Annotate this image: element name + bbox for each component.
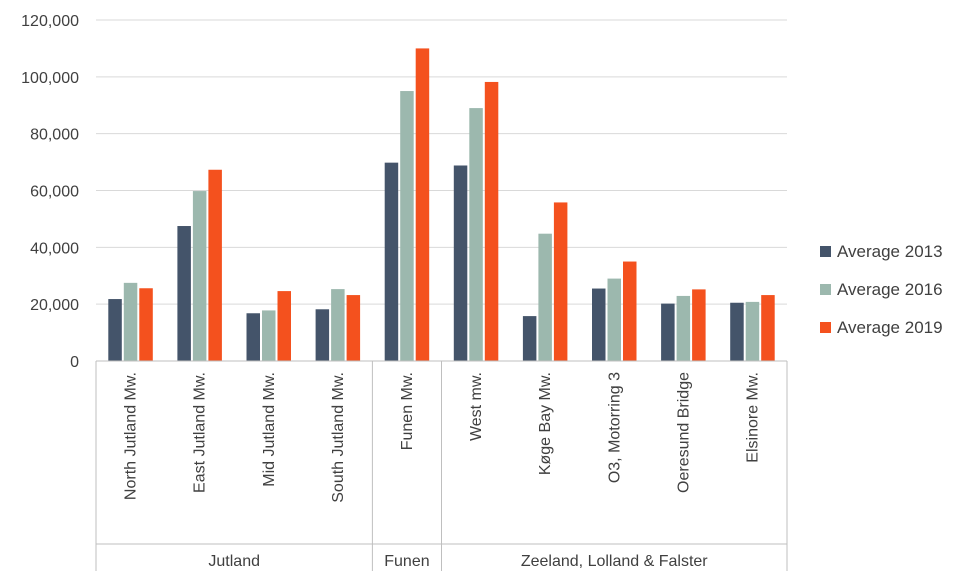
bars	[108, 48, 775, 362]
group-label: Zeeland, Lolland & Falster	[521, 553, 708, 570]
bar-average-2019	[415, 48, 430, 362]
x-tick-label: Elsinore Mw.	[744, 372, 761, 463]
bar-average-2016	[331, 289, 345, 361]
bar-average-2019	[484, 81, 499, 361]
bar-average-2013	[246, 313, 260, 361]
y-tick-label: 20,000	[30, 297, 79, 314]
bar-average-2019	[692, 289, 706, 361]
bar-average-2016	[262, 310, 276, 361]
y-tick-label: 80,000	[30, 127, 79, 144]
x-tick-label: Oeresund Bridge	[675, 372, 692, 493]
legend-label: Average 2019	[837, 318, 943, 337]
x-tick-label: South Jutland Mw.	[330, 372, 347, 503]
x-tick-label: Funen Mw.	[399, 372, 416, 450]
bar-average-2013	[661, 303, 675, 361]
legend: Average 2013 Average 2016 Average 2019	[820, 242, 943, 337]
bar-average-2019	[208, 169, 222, 361]
legend-swatch	[820, 322, 831, 333]
bar-average-2016	[400, 91, 414, 362]
x-axis: North Jutland Mw. East Jutland Mw. Mid Jut…	[95, 360, 788, 571]
bar-average-2013	[177, 226, 191, 361]
bar-average-2019	[553, 202, 568, 361]
x-tick-label: East Jutland Mw.	[192, 372, 209, 493]
bar-average-2016	[123, 282, 138, 361]
bar-average-2019	[139, 288, 153, 361]
y-tick-label: 40,000	[30, 240, 79, 257]
x-tick-label: O3, Motorring 3	[606, 372, 623, 483]
y-axis-ticks: 0 20,000 40,000 60,000 80,000 100,000 120,000	[21, 13, 79, 371]
x-tick-label: Køge Bay Mw.	[537, 372, 554, 475]
y-tick-label: 60,000	[30, 184, 79, 201]
bar-average-2013	[108, 299, 122, 361]
bar-average-2013	[730, 302, 744, 361]
bar-average-2013	[522, 316, 537, 361]
legend-label: Average 2013	[837, 242, 943, 261]
group-label: Jutland	[208, 553, 260, 570]
bar-average-2013	[384, 162, 399, 361]
y-tick-label: 0	[70, 354, 79, 371]
bar-average-2016	[607, 278, 621, 361]
y-tick-label: 120,000	[21, 13, 79, 30]
x-tick-label: North Jutland Mw.	[123, 372, 140, 500]
legend-swatch	[820, 284, 831, 295]
bar-average-2016	[745, 301, 760, 361]
bar-average-2016	[192, 191, 207, 361]
bar-average-2016	[676, 295, 691, 361]
bar-average-2016	[538, 233, 552, 361]
y-tick-label: 100,000	[21, 70, 79, 87]
x-tick-label: Mid Jutland Mw.	[261, 372, 278, 487]
legend-label: Average 2016	[837, 280, 943, 299]
bar-average-2019	[623, 261, 637, 361]
bar-average-2019	[761, 295, 775, 361]
bar-average-2019	[346, 295, 361, 361]
bar-average-2013	[592, 288, 606, 361]
legend-swatch	[820, 246, 831, 257]
group-label: Funen	[384, 553, 429, 570]
bar-average-2019	[277, 291, 291, 361]
bar-average-2016	[469, 108, 483, 361]
x-tick-label: West mw.	[468, 372, 485, 441]
bar-average-2013	[315, 309, 330, 361]
bar-average-2013	[453, 165, 468, 361]
